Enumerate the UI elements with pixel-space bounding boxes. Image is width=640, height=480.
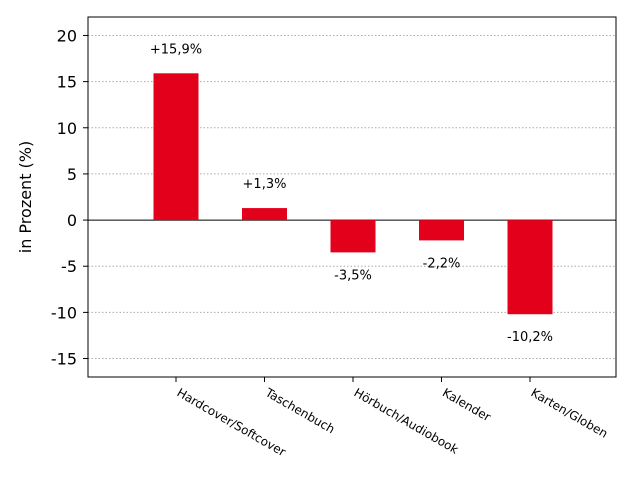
data-label: +15,9%	[150, 42, 202, 57]
data-label: -2,2%	[423, 256, 461, 271]
y-tick-label: 20	[57, 26, 77, 45]
y-ticks: -15 -10 -5 0 5 10 15 20	[51, 26, 88, 369]
y-axis-title: in Prozent (%)	[16, 141, 35, 253]
x-tick-label: Taschenbuch	[262, 385, 337, 436]
y-tick-label: -5	[61, 257, 77, 276]
bar	[330, 220, 376, 253]
bar	[242, 208, 287, 221]
bar	[507, 220, 553, 315]
data-label: -3,5%	[334, 268, 372, 283]
y-tick-label: 10	[57, 119, 77, 138]
y-tick-label: -15	[51, 350, 77, 369]
x-tick-label: Karten/Globen	[529, 385, 611, 440]
y-tick-label: 5	[67, 165, 77, 184]
y-tick-label: -10	[51, 303, 77, 322]
plot-frame	[87, 16, 617, 378]
y-tick-label: 0	[67, 211, 77, 230]
data-label: +1,3%	[243, 177, 287, 192]
y-tick-label: 15	[57, 73, 77, 92]
data-label: -10,2%	[507, 330, 553, 345]
x-tick-label: Kalender	[440, 385, 493, 424]
bar	[153, 73, 199, 221]
data-labels: +15,9% +1,3% -3,5% -2,2% -10,2%	[150, 42, 553, 345]
bars	[153, 73, 553, 315]
bar	[419, 220, 464, 241]
